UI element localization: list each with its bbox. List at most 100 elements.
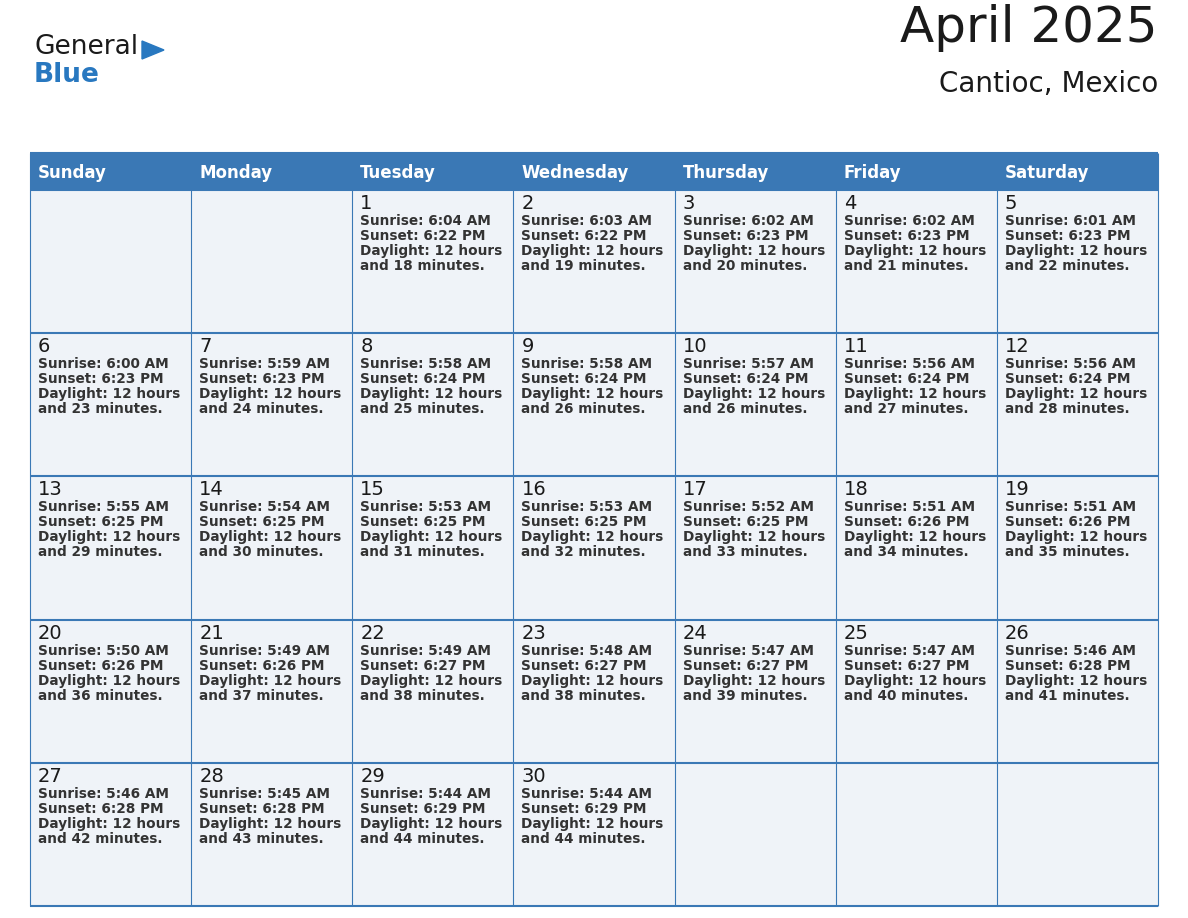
- Text: 10: 10: [683, 337, 707, 356]
- Text: and 26 minutes.: and 26 minutes.: [522, 402, 646, 416]
- Text: and 37 minutes.: and 37 minutes.: [200, 688, 324, 702]
- Text: Sunset: 6:23 PM: Sunset: 6:23 PM: [1005, 229, 1131, 243]
- Text: Saturday: Saturday: [1005, 163, 1089, 182]
- Bar: [835, 620, 997, 763]
- Text: Sunrise: 5:46 AM: Sunrise: 5:46 AM: [38, 787, 169, 800]
- Bar: [353, 763, 513, 906]
- Text: Daylight: 12 hours: Daylight: 12 hours: [522, 674, 664, 688]
- Text: Daylight: 12 hours: Daylight: 12 hours: [38, 531, 181, 544]
- Text: Thursday: Thursday: [683, 163, 769, 182]
- Text: Daylight: 12 hours: Daylight: 12 hours: [843, 244, 986, 258]
- Text: Sunrise: 5:57 AM: Sunrise: 5:57 AM: [683, 357, 814, 371]
- Text: Sunset: 6:25 PM: Sunset: 6:25 PM: [360, 515, 486, 530]
- Text: and 26 minutes.: and 26 minutes.: [683, 402, 807, 416]
- Text: Sunset: 6:26 PM: Sunset: 6:26 PM: [1005, 515, 1130, 530]
- Text: Sunrise: 5:56 AM: Sunrise: 5:56 AM: [843, 357, 974, 371]
- Text: 26: 26: [1005, 623, 1030, 643]
- Text: and 44 minutes.: and 44 minutes.: [360, 832, 485, 845]
- Bar: [675, 620, 835, 763]
- Text: Sunset: 6:23 PM: Sunset: 6:23 PM: [200, 372, 324, 386]
- Text: Sunrise: 5:46 AM: Sunrise: 5:46 AM: [1005, 644, 1136, 657]
- Bar: [353, 620, 513, 763]
- Text: 18: 18: [843, 480, 868, 499]
- Text: Sunset: 6:24 PM: Sunset: 6:24 PM: [683, 372, 808, 386]
- Text: Sunrise: 5:51 AM: Sunrise: 5:51 AM: [843, 500, 975, 514]
- Text: Sunset: 6:23 PM: Sunset: 6:23 PM: [38, 372, 164, 386]
- Text: Sunrise: 5:56 AM: Sunrise: 5:56 AM: [1005, 357, 1136, 371]
- Text: Sunset: 6:27 PM: Sunset: 6:27 PM: [843, 658, 969, 673]
- Text: Sunset: 6:25 PM: Sunset: 6:25 PM: [522, 515, 647, 530]
- Text: Sunset: 6:29 PM: Sunset: 6:29 PM: [522, 801, 647, 816]
- Text: Sunrise: 6:01 AM: Sunrise: 6:01 AM: [1005, 214, 1136, 228]
- Bar: [675, 190, 835, 333]
- Text: Sunset: 6:23 PM: Sunset: 6:23 PM: [843, 229, 969, 243]
- Bar: [30, 763, 191, 906]
- Text: Daylight: 12 hours: Daylight: 12 hours: [1005, 674, 1148, 688]
- Text: and 32 minutes.: and 32 minutes.: [522, 545, 646, 559]
- Polygon shape: [143, 41, 164, 59]
- Text: Sunset: 6:24 PM: Sunset: 6:24 PM: [843, 372, 969, 386]
- Text: Daylight: 12 hours: Daylight: 12 hours: [843, 387, 986, 401]
- Text: 4: 4: [843, 194, 857, 213]
- Text: 29: 29: [360, 767, 385, 786]
- Text: Sunset: 6:27 PM: Sunset: 6:27 PM: [683, 658, 808, 673]
- Text: Monday: Monday: [200, 163, 272, 182]
- Text: Daylight: 12 hours: Daylight: 12 hours: [200, 531, 341, 544]
- Text: and 31 minutes.: and 31 minutes.: [360, 545, 485, 559]
- Text: Sunrise: 6:02 AM: Sunrise: 6:02 AM: [683, 214, 814, 228]
- Text: 7: 7: [200, 337, 211, 356]
- Text: Sunrise: 5:54 AM: Sunrise: 5:54 AM: [200, 500, 330, 514]
- Text: Sunset: 6:25 PM: Sunset: 6:25 PM: [38, 515, 164, 530]
- Text: 30: 30: [522, 767, 546, 786]
- Text: Sunrise: 5:44 AM: Sunrise: 5:44 AM: [360, 787, 492, 800]
- Bar: [191, 153, 353, 190]
- Bar: [835, 476, 997, 620]
- Text: Sunrise: 5:52 AM: Sunrise: 5:52 AM: [683, 500, 814, 514]
- Text: Daylight: 12 hours: Daylight: 12 hours: [683, 387, 824, 401]
- Text: 6: 6: [38, 337, 50, 356]
- Text: Sunset: 6:29 PM: Sunset: 6:29 PM: [360, 801, 486, 816]
- Text: Sunrise: 5:55 AM: Sunrise: 5:55 AM: [38, 500, 169, 514]
- Bar: [675, 333, 835, 476]
- Text: Daylight: 12 hours: Daylight: 12 hours: [360, 817, 503, 831]
- Bar: [353, 333, 513, 476]
- Bar: [191, 763, 353, 906]
- Text: Daylight: 12 hours: Daylight: 12 hours: [522, 244, 664, 258]
- Bar: [353, 190, 513, 333]
- Bar: [191, 620, 353, 763]
- Bar: [513, 763, 675, 906]
- Text: Sunrise: 6:03 AM: Sunrise: 6:03 AM: [522, 214, 652, 228]
- Text: 11: 11: [843, 337, 868, 356]
- Text: Sunrise: 6:00 AM: Sunrise: 6:00 AM: [38, 357, 169, 371]
- Bar: [835, 763, 997, 906]
- Bar: [675, 476, 835, 620]
- Text: 8: 8: [360, 337, 373, 356]
- Text: Sunrise: 5:50 AM: Sunrise: 5:50 AM: [38, 644, 169, 657]
- Text: 12: 12: [1005, 337, 1030, 356]
- Text: and 41 minutes.: and 41 minutes.: [1005, 688, 1130, 702]
- Text: 5: 5: [1005, 194, 1017, 213]
- Bar: [30, 333, 191, 476]
- Text: and 34 minutes.: and 34 minutes.: [843, 545, 968, 559]
- Text: 2: 2: [522, 194, 533, 213]
- Text: Sunrise: 5:44 AM: Sunrise: 5:44 AM: [522, 787, 652, 800]
- Text: 17: 17: [683, 480, 707, 499]
- Text: 13: 13: [38, 480, 63, 499]
- Text: Sunrise: 5:45 AM: Sunrise: 5:45 AM: [200, 787, 330, 800]
- Text: Daylight: 12 hours: Daylight: 12 hours: [522, 817, 664, 831]
- Bar: [513, 190, 675, 333]
- Bar: [353, 476, 513, 620]
- Text: and 29 minutes.: and 29 minutes.: [38, 545, 163, 559]
- Text: and 20 minutes.: and 20 minutes.: [683, 259, 807, 273]
- Bar: [513, 153, 675, 190]
- Text: 23: 23: [522, 623, 546, 643]
- Bar: [997, 476, 1158, 620]
- Text: Daylight: 12 hours: Daylight: 12 hours: [360, 531, 503, 544]
- Text: 24: 24: [683, 623, 707, 643]
- Bar: [191, 333, 353, 476]
- Text: and 30 minutes.: and 30 minutes.: [200, 545, 323, 559]
- Text: Daylight: 12 hours: Daylight: 12 hours: [200, 817, 341, 831]
- Text: Sunrise: 5:48 AM: Sunrise: 5:48 AM: [522, 644, 652, 657]
- Text: Sunset: 6:28 PM: Sunset: 6:28 PM: [200, 801, 324, 816]
- Text: Daylight: 12 hours: Daylight: 12 hours: [1005, 387, 1148, 401]
